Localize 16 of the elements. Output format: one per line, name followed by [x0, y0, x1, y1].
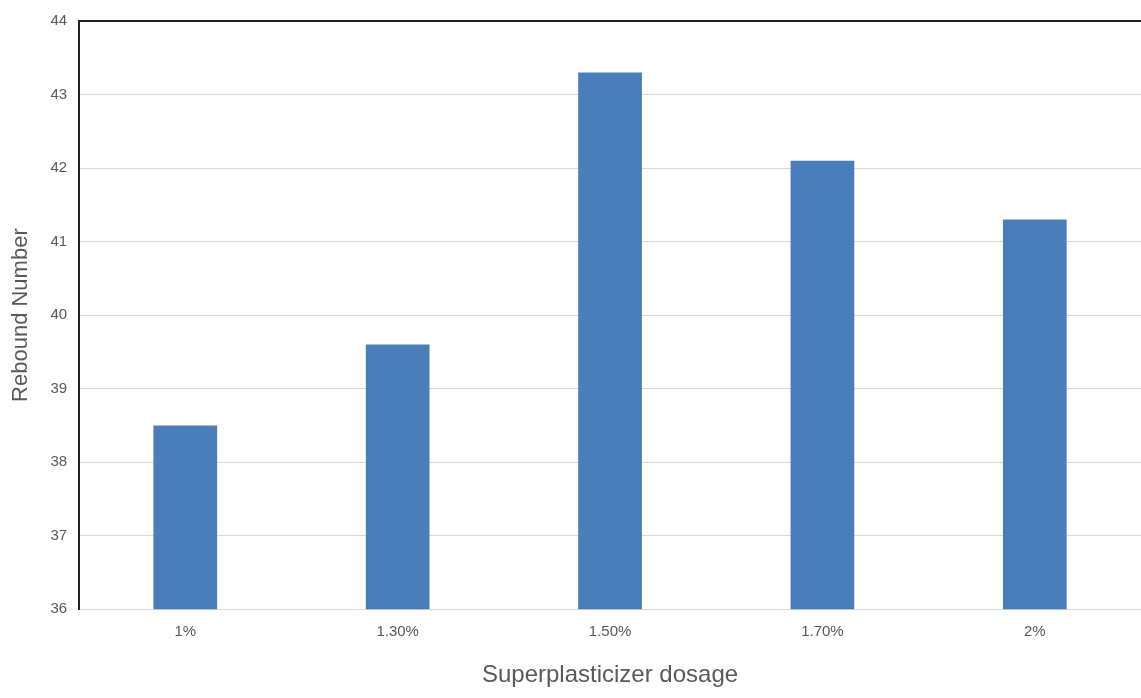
- y-tick-label: 40: [50, 305, 68, 323]
- x-tick-label: 1.30%: [376, 622, 419, 640]
- y-tick-label: 38: [50, 452, 68, 470]
- y-tick-label: 44: [50, 11, 68, 29]
- y-tick-label: 41: [50, 231, 68, 249]
- y-axis-title: Rebound Number: [7, 228, 33, 402]
- x-tick-label: 2%: [1023, 622, 1046, 640]
- y-tick-label: 36: [50, 599, 68, 617]
- x-axis-title: Superplasticizer dosage: [481, 660, 739, 688]
- y-tick-label: 39: [50, 378, 68, 396]
- y-tick-label: 37: [50, 525, 68, 543]
- x-tick-label: 1.70%: [801, 622, 844, 640]
- y-tick-label: 42: [50, 158, 68, 176]
- x-tick-label: 1.50%: [588, 622, 632, 640]
- x-tick-label: 1%: [174, 622, 197, 640]
- y-tick-label: 43: [50, 84, 68, 102]
